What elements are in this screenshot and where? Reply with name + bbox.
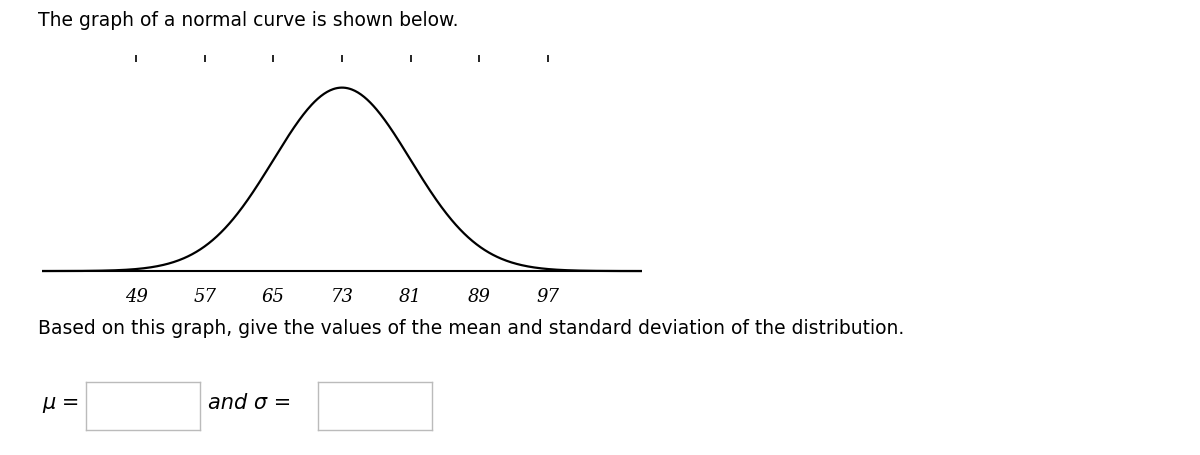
Text: μ =: μ = xyxy=(42,393,79,413)
Text: Based on this graph, give the values of the mean and standard deviation of the d: Based on this graph, give the values of … xyxy=(38,318,905,338)
Text: and σ =: and σ = xyxy=(208,393,290,413)
Text: The graph of a normal curve is shown below.: The graph of a normal curve is shown bel… xyxy=(38,11,458,30)
